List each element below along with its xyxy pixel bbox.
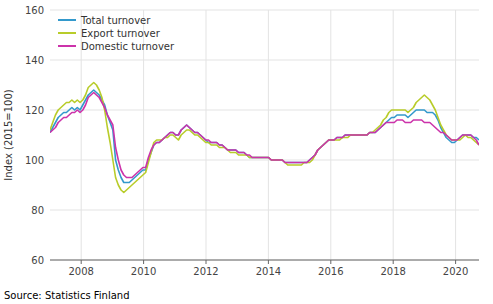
x-grid-line — [206, 10, 207, 260]
y-grid-line — [50, 260, 479, 261]
x-tick-label: 2008 — [68, 266, 93, 277]
y-grid-line — [50, 160, 479, 161]
x-tick-label: 2020 — [443, 266, 468, 277]
grid — [50, 10, 479, 260]
legend-swatch — [58, 45, 76, 47]
x-grid-line — [330, 10, 331, 260]
y-grid-line — [50, 210, 479, 211]
x-grid-line — [268, 10, 269, 260]
y-tick-label: 160 — [25, 5, 44, 16]
source-note: Source: Statistics Finland — [4, 290, 130, 301]
y-tick-label: 140 — [25, 55, 44, 66]
series-line — [50, 83, 479, 193]
x-axis-line — [50, 260, 479, 261]
x-tick — [330, 260, 331, 264]
legend-label: Total turnover — [80, 15, 151, 26]
series-line — [50, 93, 479, 178]
y-tick-label: 100 — [25, 155, 44, 166]
chart: 60 80 100 120 140 160 2008 2010 2012 2014 2016 2018… — [0, 0, 493, 304]
legend: Total turnover Export turnover Domestic tu… — [58, 15, 175, 52]
y-tick-label: 80 — [31, 205, 44, 216]
x-grid-line — [455, 10, 456, 260]
x-tick-label: 2018 — [380, 266, 405, 277]
x-tick — [393, 260, 394, 264]
y-grid-line — [50, 60, 479, 61]
legend-label: Export turnover — [81, 28, 161, 39]
y-tick-label: 120 — [25, 105, 44, 116]
x-tick-label: 2012 — [193, 266, 218, 277]
x-tick — [268, 260, 269, 264]
x-tick — [143, 260, 144, 264]
legend-swatch — [58, 32, 76, 34]
x-tick — [455, 260, 456, 264]
x-tick-label: 2014 — [256, 266, 281, 277]
y-grid-line — [50, 10, 479, 11]
x-tick — [81, 260, 82, 264]
y-tick-label: 60 — [31, 255, 44, 266]
legend-swatch — [58, 19, 76, 21]
x-tick-label: 2010 — [131, 266, 156, 277]
x-grid-line — [393, 10, 394, 260]
lines — [50, 83, 479, 193]
y-axis-label: Index (2015=100) — [3, 89, 14, 181]
x-tick — [206, 260, 207, 264]
x-tick-label: 2016 — [318, 266, 343, 277]
legend-label: Domestic turnover — [81, 41, 175, 52]
